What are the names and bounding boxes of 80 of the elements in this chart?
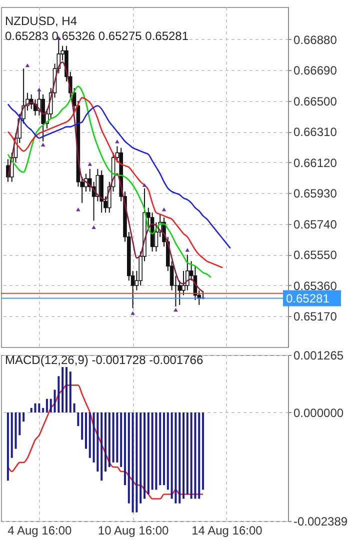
bar — [151, 412, 154, 490]
point — [142, 183, 147, 187]
text: NZDUSD, H4 — [5, 14, 78, 28]
bar — [58, 376, 60, 412]
y-tick-label: 0.65170 — [294, 310, 338, 324]
text: 0.65283 0.65326 0.65275 0.65281 — [5, 29, 189, 43]
candlestick — [186, 254, 190, 291]
bar — [198, 412, 200, 499]
bar — [132, 412, 134, 512]
bar — [112, 412, 114, 462]
bar — [108, 412, 110, 467]
chart-title: MACD(12,26,9) -0.001728 -0.001766 — [5, 353, 204, 367]
bar — [88, 412, 91, 458]
bar — [190, 412, 192, 499]
y-tick-label: 0.001265 — [294, 348, 344, 362]
bar — [178, 412, 181, 504]
bar — [136, 412, 138, 512]
ref-line-label: 0.65281 — [286, 291, 330, 306]
point — [174, 308, 178, 312]
bar — [128, 412, 130, 504]
y-tick-label: 0.65360 — [294, 278, 338, 293]
y-tick-label: 0.65550 — [294, 248, 338, 262]
bar — [34, 403, 36, 412]
bar — [140, 412, 142, 504]
y-tick-label: 0.66690 — [294, 64, 338, 78]
y-tick-label: 0.65740 — [294, 217, 338, 232]
bar — [120, 412, 122, 467]
y-tick-label: -0.002389 — [294, 514, 348, 528]
y-tick-label: 0.000000 — [294, 406, 344, 420]
bar — [84, 412, 87, 449]
bar — [96, 412, 99, 472]
bar — [194, 412, 196, 499]
bar — [46, 398, 48, 412]
bar — [163, 412, 166, 486]
y-tick-label: 0.66880 — [294, 32, 338, 47]
bar — [50, 398, 52, 412]
x-tick-label: 4 Aug 16:00 — [8, 524, 72, 538]
bar — [22, 412, 25, 422]
bar — [159, 412, 162, 486]
bar — [124, 412, 126, 486]
bar — [174, 412, 177, 504]
x-tick-label: 10 Aug 16:00 — [98, 524, 169, 538]
y-tick-label: 0.66120 — [294, 156, 338, 170]
bar — [202, 412, 204, 490]
bar — [186, 412, 188, 494]
bar — [116, 412, 118, 462]
point — [88, 162, 92, 166]
bar — [166, 412, 169, 490]
point — [92, 225, 96, 230]
bar — [147, 412, 150, 494]
bar — [38, 403, 40, 412]
point — [130, 311, 135, 315]
y-tick-label: 0.66500 — [294, 94, 338, 108]
bar — [42, 408, 44, 412]
line-series — [7, 384, 204, 500]
point — [185, 248, 190, 252]
bar — [182, 412, 185, 499]
bar — [144, 412, 146, 499]
y-tick-label: 0.66310 — [294, 125, 338, 140]
bar — [73, 403, 76, 412]
point — [40, 142, 46, 146]
x-tick-label: 14 Aug 16:00 — [192, 524, 263, 538]
point — [37, 88, 42, 92]
point — [162, 208, 166, 212]
line-series — [7, 86, 212, 278]
bar — [65, 367, 68, 412]
bar — [100, 412, 103, 481]
bar — [10, 412, 13, 458]
bar — [104, 412, 106, 472]
y-tick-label: 0.65930 — [294, 186, 338, 201]
bar — [81, 412, 84, 440]
candlestick — [178, 280, 182, 306]
line-series — [7, 97, 224, 268]
point — [25, 63, 30, 68]
bar — [77, 412, 80, 426]
line-series — [7, 103, 231, 249]
bar — [30, 408, 32, 412]
bar — [62, 367, 64, 412]
bar — [69, 372, 72, 412]
bar — [155, 412, 158, 490]
